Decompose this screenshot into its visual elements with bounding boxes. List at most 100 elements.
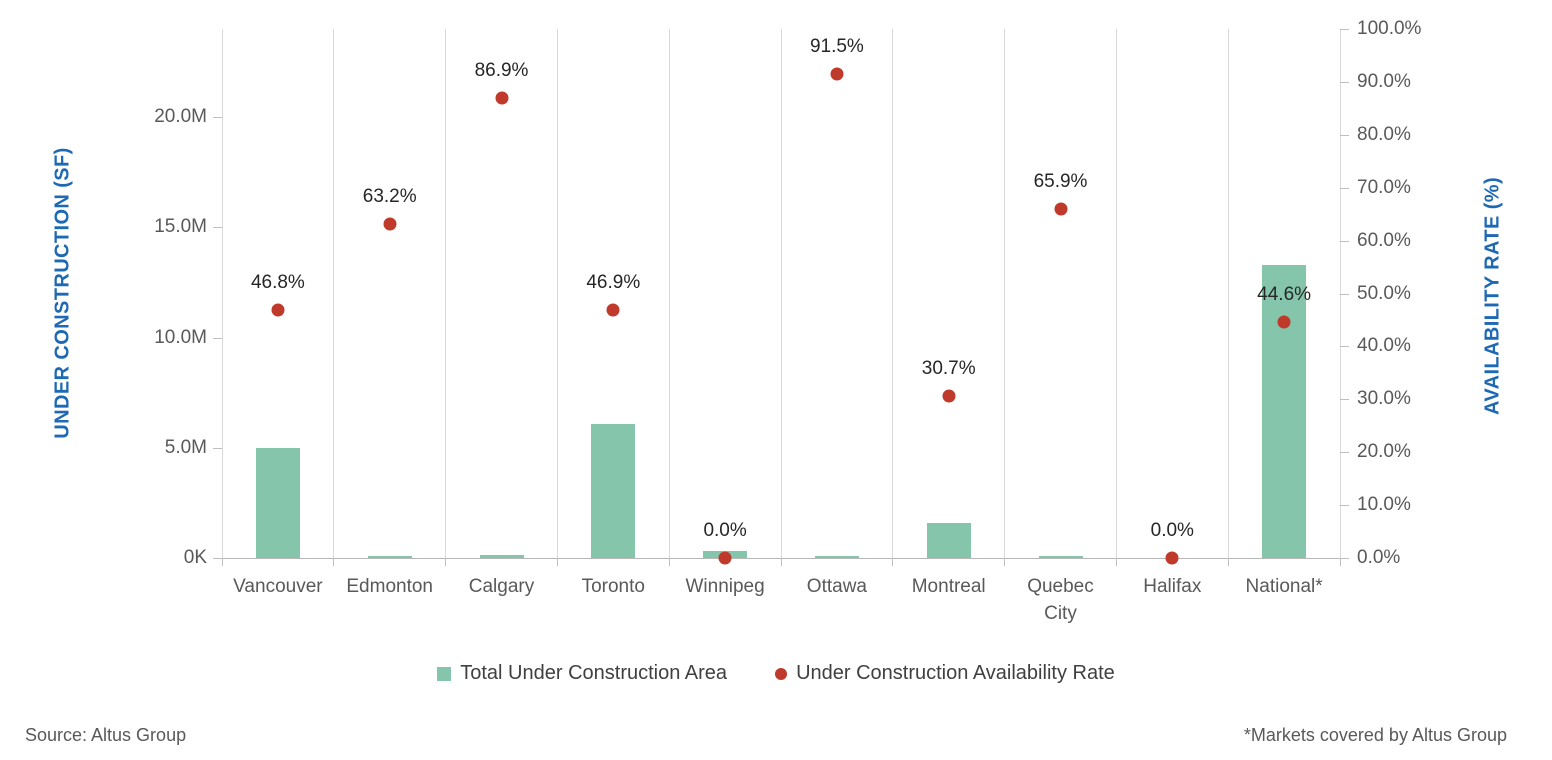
bar-ottawa bbox=[814, 555, 859, 558]
category-label-montreal: Montreal bbox=[893, 573, 1005, 600]
category-gridline bbox=[221, 29, 223, 558]
category-gridline bbox=[780, 29, 782, 558]
x-axis-tick-mark bbox=[1339, 558, 1341, 566]
legend-item-dots: Under Construction Availability Rate bbox=[775, 662, 1115, 685]
right-axis-tick-mark bbox=[1340, 240, 1349, 242]
right-axis-tick-label: 30.0% bbox=[1357, 388, 1411, 410]
bar-edmonton bbox=[367, 555, 412, 558]
availability-dot-toronto bbox=[606, 303, 620, 317]
x-axis-tick-mark bbox=[1115, 558, 1117, 566]
right-axis-tick-mark bbox=[1340, 187, 1349, 189]
right-axis-tick-mark bbox=[1340, 29, 1349, 30]
availability-dot-montreal bbox=[942, 389, 956, 403]
right-axis-tick-mark bbox=[1340, 505, 1349, 507]
category-label-text: Edmonton bbox=[346, 576, 433, 597]
category-label-edmonton: Edmonton bbox=[334, 573, 446, 600]
bar-toronto bbox=[591, 423, 636, 558]
availability-dot-vancouver bbox=[271, 303, 285, 317]
category-label-ottawa: Ottawa bbox=[781, 573, 893, 600]
right-axis-tick-label: 50.0% bbox=[1357, 282, 1411, 304]
markets-note: *Markets covered by Altus Group bbox=[1243, 725, 1507, 745]
right-axis-tick-label: 20.0% bbox=[1357, 441, 1411, 463]
x-axis-tick-mark bbox=[668, 558, 670, 566]
right-axis-tick-mark bbox=[1340, 134, 1349, 136]
x-axis-tick-mark bbox=[445, 558, 447, 566]
left-axis-tick-label: 5.0M bbox=[164, 436, 207, 458]
left-axis-tick-label: 15.0M bbox=[154, 216, 207, 238]
right-axis-tick-label: 100.0% bbox=[1357, 18, 1422, 39]
bar-series-swatch-icon bbox=[437, 666, 452, 681]
left-axis-tick-mark bbox=[213, 447, 222, 449]
availability-data-label: 63.2% bbox=[362, 185, 417, 207]
category-label-text: Winnipeg bbox=[685, 576, 765, 597]
availability-dot-halifax bbox=[1165, 551, 1179, 565]
availability-data-label: 91.5% bbox=[809, 35, 864, 57]
category-gridline bbox=[892, 29, 894, 558]
x-axis-tick-mark bbox=[221, 558, 223, 566]
x-axis-tick-mark bbox=[333, 558, 335, 566]
left-axis-tick-label: 20.0M bbox=[154, 106, 207, 128]
chart-legend: Total Under Construction Area Under Cons… bbox=[0, 662, 1552, 685]
right-axis-tick-label: 40.0% bbox=[1357, 335, 1411, 357]
category-gridline bbox=[556, 29, 558, 558]
category-label-text: Ottawa bbox=[806, 576, 867, 597]
left-axis-tick-mark bbox=[213, 227, 222, 229]
source-note: Source: Altus Group bbox=[25, 725, 187, 745]
x-axis-tick-mark bbox=[556, 558, 558, 566]
right-axis-tick-label: 80.0% bbox=[1357, 123, 1411, 145]
left-axis-tick-mark bbox=[213, 117, 222, 119]
availability-data-label: 46.9% bbox=[586, 271, 641, 293]
right-axis-tick-label: 0.0% bbox=[1357, 547, 1401, 568]
dot-series-swatch-icon bbox=[775, 667, 788, 680]
availability-dot-national bbox=[1277, 315, 1291, 329]
category-label-vancouver: Vancouver bbox=[222, 573, 334, 600]
bar-vancouver bbox=[255, 447, 300, 558]
category-gridline bbox=[1227, 29, 1229, 558]
right-axis-tick-label: 70.0% bbox=[1357, 176, 1411, 198]
availability-data-label: 86.9% bbox=[474, 60, 529, 82]
category-label-halifax: Halifax bbox=[1116, 573, 1228, 600]
category-label-text: Toronto bbox=[581, 576, 645, 597]
availability-data-label: 65.9% bbox=[1033, 171, 1088, 193]
right-axis-tick-mark bbox=[1340, 81, 1349, 83]
plot-area: 46.8% 63.2% 86.9% 46.9% 0.0% 91.5% 30.7% 65.9% 0… bbox=[221, 29, 1341, 565]
category-gridline bbox=[333, 29, 335, 558]
bar-montreal bbox=[926, 522, 971, 558]
category-label-text: Vancouver bbox=[233, 576, 323, 597]
availability-dot-winnipeg bbox=[718, 551, 732, 565]
left-axis-tick-mark bbox=[213, 337, 222, 339]
left-axis-tick-label: 0K bbox=[183, 547, 207, 568]
right-axis-tick-label: 90.0% bbox=[1357, 70, 1411, 92]
right-axis-tick-mark bbox=[1340, 558, 1349, 559]
availability-data-label: 44.6% bbox=[1257, 284, 1312, 306]
right-axis-tick-label: 10.0% bbox=[1357, 494, 1411, 516]
category-gridline bbox=[668, 29, 670, 558]
x-axis-tick-mark bbox=[1227, 558, 1229, 566]
right-axis-tick-mark bbox=[1340, 346, 1349, 348]
bar-calgary bbox=[479, 554, 524, 558]
availability-dot-quebeccity bbox=[1054, 202, 1067, 216]
left-axis-title: UNDER CONSTRUCTION (SF) bbox=[51, 147, 74, 439]
category-label-text: Montreal bbox=[911, 576, 986, 597]
category-label-text: Calgary bbox=[468, 576, 535, 597]
x-axis-tick-mark bbox=[780, 558, 782, 566]
category-label-quebeccity: Quebec City bbox=[1005, 573, 1117, 627]
category-label-national: National* bbox=[1228, 573, 1340, 600]
category-label-text: Halifax bbox=[1143, 576, 1202, 597]
category-label-text: Quebec City bbox=[1027, 576, 1094, 624]
availability-dot-ottawa bbox=[830, 67, 844, 81]
category-label-winnipeg: Winnipeg bbox=[669, 573, 781, 600]
category-label-text: National* bbox=[1245, 576, 1323, 597]
right-axis-tick-mark bbox=[1340, 399, 1349, 401]
right-axis-title: AVAILABILITY RATE (%) bbox=[1481, 176, 1504, 416]
availability-data-label: 30.7% bbox=[921, 357, 976, 379]
bar-quebeccity bbox=[1038, 555, 1083, 558]
availability-data-label: 0.0% bbox=[703, 520, 747, 541]
category-label-calgary: Calgary bbox=[446, 573, 558, 600]
legend-label-bars: Total Under Construction Area bbox=[460, 662, 728, 684]
legend-item-bars: Total Under Construction Area bbox=[437, 662, 727, 685]
right-axis-tick-mark bbox=[1340, 452, 1349, 454]
category-gridline bbox=[1115, 29, 1117, 558]
bar-national bbox=[1262, 264, 1307, 558]
